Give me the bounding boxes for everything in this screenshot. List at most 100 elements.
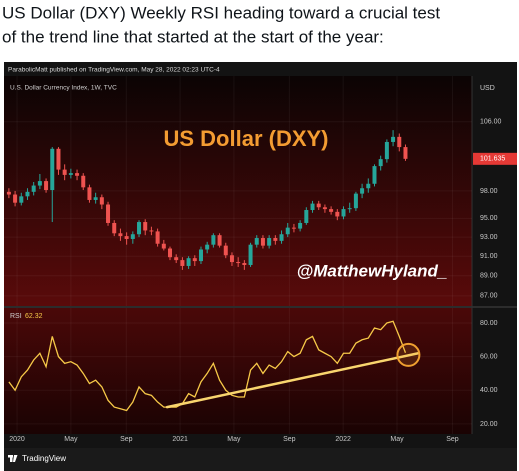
- x-tick-label: 2021: [172, 436, 188, 443]
- rsi-value: 62.32: [25, 313, 43, 320]
- candle-body: [316, 203, 321, 208]
- candle-body: [291, 227, 296, 229]
- rsi-label: RSI: [10, 313, 22, 320]
- x-tick-label: 2020: [9, 436, 25, 443]
- candle-body: [229, 255, 234, 263]
- highlight-circle: [396, 342, 421, 367]
- candle-body: [112, 222, 117, 234]
- tweet-line: of the trend line that started at the st…: [2, 27, 384, 46]
- candle-body: [81, 175, 86, 188]
- candle-body: [378, 159, 383, 167]
- candle-body: [279, 234, 284, 241]
- candle-body: [360, 188, 365, 194]
- candle-body: [37, 181, 42, 186]
- y-tick-label: 80.00: [480, 320, 498, 327]
- candle-body: [124, 236, 129, 239]
- trendline: [165, 351, 420, 409]
- candle-body: [186, 258, 191, 266]
- x-tick-label: May: [390, 436, 404, 443]
- rsi-line: [8, 320, 407, 412]
- candle-body: [267, 238, 272, 246]
- candle-body: [44, 181, 49, 191]
- candle-body: [75, 173, 80, 176]
- candle-body: [99, 197, 104, 205]
- candle-body: [211, 235, 216, 245]
- candle-body: [273, 238, 278, 241]
- chart-header: ParabolicMatt published on TradingView.c…: [8, 67, 220, 74]
- candle-body: [50, 148, 55, 191]
- candle-body: [347, 208, 352, 210]
- candle-body: [13, 194, 18, 203]
- x-tick-label: 2022: [335, 436, 351, 443]
- candle-body: [56, 148, 61, 170]
- y-tick-label: 89.00: [480, 273, 498, 280]
- candle-body: [143, 222, 148, 231]
- candle-body: [391, 136, 396, 142]
- y-tick-label: 40.00: [480, 387, 498, 394]
- plot-layer: 2020 May Sep 2021 May Sep 2022 May Sep 87.00 89.00…: [4, 76, 517, 443]
- x-tick-label: May: [64, 436, 78, 443]
- candle-body: [242, 263, 247, 265]
- candle-body: [285, 227, 290, 235]
- candle-body: [335, 211, 340, 217]
- candle-body: [174, 257, 179, 261]
- candle-body: [217, 235, 222, 246]
- y-tick-label: 91.00: [480, 253, 498, 260]
- price-pane: [4, 76, 472, 306]
- chart-subtitle: U.S. Dollar Currency Index, 1W, TVC: [10, 85, 117, 92]
- x-tick-label: Sep: [446, 436, 459, 443]
- y-tick-label: 98.00: [480, 188, 498, 195]
- candle-body: [205, 244, 210, 250]
- tv-logo: [8, 455, 18, 462]
- candle-body: [62, 169, 67, 175]
- candle-body: [310, 203, 315, 211]
- candle-body: [31, 185, 36, 192]
- candle-body: [353, 193, 358, 209]
- candle-body: [93, 197, 98, 200]
- candle-body: [260, 238, 265, 246]
- candle-body: [236, 262, 241, 264]
- candle-body: [223, 245, 228, 256]
- candle-body: [149, 230, 154, 232]
- candle-body: [298, 222, 303, 229]
- last-price-label: 101.635: [480, 156, 505, 163]
- x-tick-label: Sep: [120, 436, 133, 443]
- candle-body: [19, 196, 24, 203]
- candle-body: [130, 234, 135, 239]
- candle-body: [137, 222, 142, 235]
- candle-body: [322, 207, 327, 210]
- watermark: US Dollar (DXY): [163, 126, 328, 151]
- candle-body: [384, 141, 389, 160]
- footer-brand: TradingView: [22, 454, 66, 463]
- candle-body: [397, 136, 402, 148]
- handle: @MatthewHyland_: [297, 261, 448, 280]
- y-tick-label: 87.00: [480, 293, 498, 300]
- candle-body: [168, 248, 173, 258]
- last-price-tag: [473, 152, 517, 165]
- candle-body: [180, 260, 185, 266]
- candle-body: [366, 183, 371, 189]
- candle-body: [161, 243, 166, 249]
- candle-body: [403, 147, 408, 159]
- candle-body: [25, 191, 30, 197]
- candle-body: [254, 238, 259, 245]
- rsi-pane: [4, 308, 472, 434]
- footer-bar: [4, 448, 517, 471]
- candle-body: [155, 231, 160, 244]
- candle-body: [192, 258, 197, 262]
- candle-body: [304, 210, 309, 223]
- x-tick-label: Sep: [283, 436, 296, 443]
- tweet-line: US Dollar (DXY) Weekly RSI heading towar…: [2, 3, 440, 22]
- y-tick-label: 20.00: [480, 421, 498, 428]
- candle-body: [341, 209, 346, 217]
- candle-body: [106, 204, 111, 223]
- x-tick-label: May: [227, 436, 241, 443]
- candle-body: [6, 191, 11, 195]
- candle-body: [87, 187, 92, 200]
- y-tick-label: 106.00: [480, 119, 502, 126]
- candle-body: [372, 166, 377, 184]
- y-tick-label: 60.00: [480, 353, 498, 360]
- candle-body: [248, 244, 253, 265]
- candle-body: [329, 209, 334, 212]
